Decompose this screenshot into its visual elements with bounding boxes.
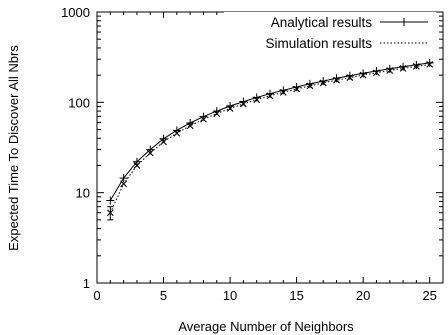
y-tick-label: 10 bbox=[76, 186, 90, 201]
data-point-analytical bbox=[385, 64, 394, 73]
y-tick-label: 1000 bbox=[61, 5, 90, 20]
data-point-simulation bbox=[306, 82, 314, 90]
data-point-simulation bbox=[120, 180, 128, 188]
x-tick-label: 0 bbox=[93, 288, 100, 303]
data-point-simulation bbox=[386, 67, 394, 74]
y-axis-label: Expected Time To Discover All Nbrs bbox=[6, 45, 21, 251]
data-point-analytical bbox=[119, 174, 128, 183]
plot-area bbox=[106, 58, 434, 221]
x-axis-label: Average Number of Neighbors bbox=[178, 319, 354, 334]
data-point-analytical bbox=[106, 196, 115, 205]
y-tick-label: 100 bbox=[68, 95, 90, 110]
data-point-simulation bbox=[200, 115, 207, 123]
series-line-analytical bbox=[109, 62, 430, 201]
legend: Analytical results Simulation results bbox=[224, 12, 436, 56]
data-point-simulation bbox=[213, 110, 221, 118]
data-point-simulation bbox=[346, 74, 354, 81]
x-tick-label: 25 bbox=[422, 288, 436, 303]
legend-marker-analytical bbox=[400, 18, 408, 26]
data-point-simulation bbox=[373, 69, 380, 77]
data-point-analytical bbox=[359, 69, 368, 78]
data-point-simulation bbox=[412, 62, 420, 70]
data-point-analytical bbox=[345, 71, 354, 80]
data-point-simulation bbox=[333, 76, 340, 84]
data-point-analytical bbox=[319, 77, 328, 86]
data-point-simulation bbox=[293, 85, 301, 93]
data-point-simulation bbox=[226, 105, 234, 112]
x-tick-label: 20 bbox=[356, 288, 370, 303]
data-point-simulation bbox=[160, 138, 167, 146]
data-point-analytical bbox=[132, 157, 141, 166]
data-point-analytical bbox=[372, 67, 381, 76]
y-tick-label: 1 bbox=[83, 276, 90, 291]
x-tick-label: 10 bbox=[223, 288, 237, 303]
series-line-simulation bbox=[109, 63, 430, 213]
data-point-analytical bbox=[332, 74, 341, 83]
data-point-simulation bbox=[186, 122, 194, 130]
data-point-simulation bbox=[239, 100, 247, 108]
data-point-analytical bbox=[412, 60, 421, 69]
legend-box bbox=[224, 12, 436, 56]
legend-label-analytical: Analytical results bbox=[271, 15, 373, 30]
data-point-simulation bbox=[399, 65, 407, 72]
data-point-simulation bbox=[253, 96, 261, 104]
data-point-simulation bbox=[146, 149, 154, 157]
data-point-simulation bbox=[359, 71, 367, 79]
x-tick-label: 15 bbox=[289, 288, 303, 303]
data-point-analytical bbox=[399, 62, 408, 71]
data-point-simulation bbox=[133, 162, 141, 169]
data-point-simulation bbox=[173, 129, 181, 137]
x-tick-label: 5 bbox=[160, 288, 167, 303]
data-point-simulation bbox=[426, 61, 434, 68]
data-point-simulation bbox=[319, 79, 327, 87]
data-point-simulation bbox=[266, 92, 274, 100]
data-point-analytical bbox=[305, 79, 314, 88]
data-point-analytical bbox=[425, 58, 434, 67]
legend-label-simulation: Simulation results bbox=[265, 36, 372, 51]
data-point-simulation bbox=[279, 88, 287, 96]
